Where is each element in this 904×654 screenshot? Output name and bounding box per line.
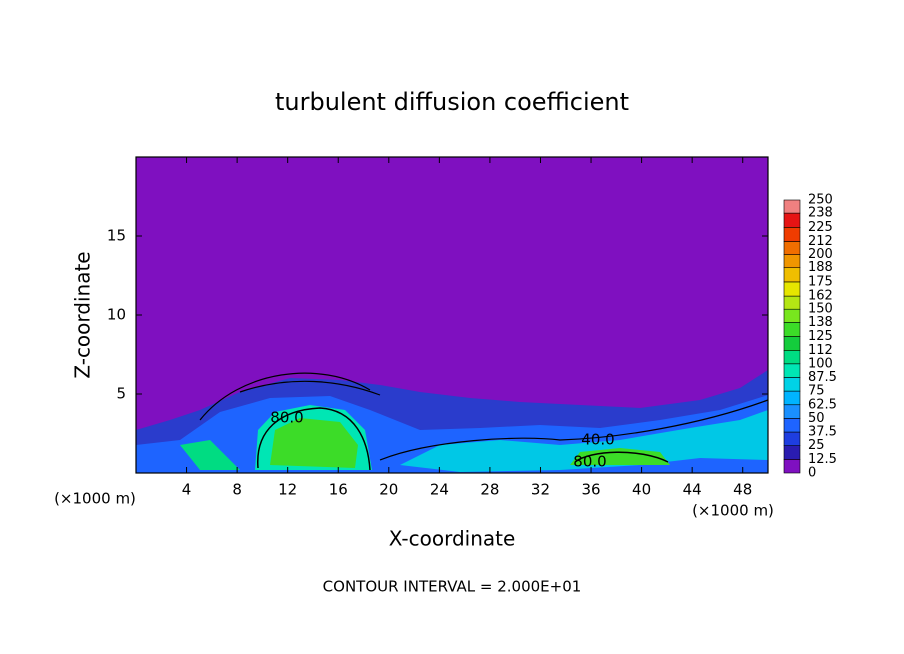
y-tick-label: 5 xyxy=(116,385,126,403)
colorbar-label: 25 xyxy=(808,438,825,453)
colorbar-label: 212 xyxy=(808,234,833,249)
contour-label: 40.0 xyxy=(581,431,614,449)
x-tick-label: 48 xyxy=(733,481,752,499)
contour-label: 80.0 xyxy=(573,453,606,471)
colorbar-box xyxy=(783,295,801,310)
colorbar-box xyxy=(783,404,801,419)
y-axis-title: Z-coordinate xyxy=(71,251,95,378)
colorbar-box xyxy=(783,363,801,378)
x-tick-label: 12 xyxy=(278,481,297,499)
colorbar-label: 250 xyxy=(808,193,833,208)
field-region xyxy=(270,418,358,468)
colorbar-box xyxy=(783,322,801,337)
field-region xyxy=(180,440,240,470)
colorbar-box xyxy=(783,431,801,446)
colorbar-box xyxy=(783,241,801,255)
colorbar-label: 37.5 xyxy=(808,425,837,440)
colorbar-label: 62.5 xyxy=(808,397,837,412)
colorbar-box xyxy=(783,390,801,406)
colorbar-box xyxy=(783,199,801,214)
y-unit: (×1000 m) xyxy=(54,490,136,508)
colorbar-label: 112 xyxy=(808,343,833,358)
colorbar-label: 0 xyxy=(808,466,816,481)
x-tick-label: 8 xyxy=(232,481,242,499)
colorbar-label: 188 xyxy=(808,260,833,275)
colorbar-box xyxy=(783,254,801,269)
contour-line xyxy=(257,407,669,471)
x-axis-title: X-coordinate xyxy=(389,527,516,551)
colorbar-label: 225 xyxy=(808,220,833,235)
y-tick-label: 10 xyxy=(107,306,126,324)
x-tick-label: 44 xyxy=(683,481,702,499)
chart-title: turbulent diffusion coefficient xyxy=(275,88,629,116)
x-tick-label: 40 xyxy=(632,481,651,499)
colorbar-label: 150 xyxy=(808,302,833,317)
colorbar-label: 200 xyxy=(808,247,833,262)
x-unit: (×1000 m) xyxy=(692,502,774,520)
colorbar-box xyxy=(783,227,801,242)
colorbar-label: 12.5 xyxy=(808,452,837,467)
colorbar-label: 87.5 xyxy=(808,370,837,385)
colorbar-label: 238 xyxy=(808,206,833,221)
x-tick-label: 16 xyxy=(329,481,348,499)
contour-line xyxy=(199,372,769,461)
field xyxy=(136,157,769,473)
x-tick-label: 24 xyxy=(430,481,449,499)
colorbar-label: 162 xyxy=(808,289,833,304)
colorbar-label: 125 xyxy=(808,329,833,344)
colorbar-box xyxy=(783,445,801,460)
colorbar-box xyxy=(783,418,801,433)
x-tick-label: 4 xyxy=(182,481,192,499)
field-region xyxy=(570,448,670,465)
colorbar-box xyxy=(783,336,801,351)
y-tick-label: 15 xyxy=(107,227,126,245)
note: CONTOUR INTERVAL = 2.000E+01 xyxy=(323,578,582,596)
x-tick-label: 28 xyxy=(480,481,499,499)
field-region xyxy=(400,410,768,472)
colorbar-label: 100 xyxy=(808,356,833,371)
colorbar-box xyxy=(783,350,801,365)
colorbar-box xyxy=(783,377,801,392)
colorbar-label: 75 xyxy=(808,384,825,399)
colorbar-box xyxy=(783,267,801,283)
x-tick-label: 32 xyxy=(531,481,550,499)
colorbar-box xyxy=(783,281,801,297)
contour-label: 80.0 xyxy=(270,409,303,427)
colorbar-box xyxy=(783,459,801,474)
colorbar-label: 138 xyxy=(808,315,833,330)
colorbar-label: 175 xyxy=(808,274,833,289)
colorbar-label: 50 xyxy=(808,411,825,426)
colorbar-box xyxy=(783,212,801,228)
x-tick-label: 20 xyxy=(379,481,398,499)
colorbar-box xyxy=(783,308,801,323)
x-tick-label: 36 xyxy=(581,481,600,499)
